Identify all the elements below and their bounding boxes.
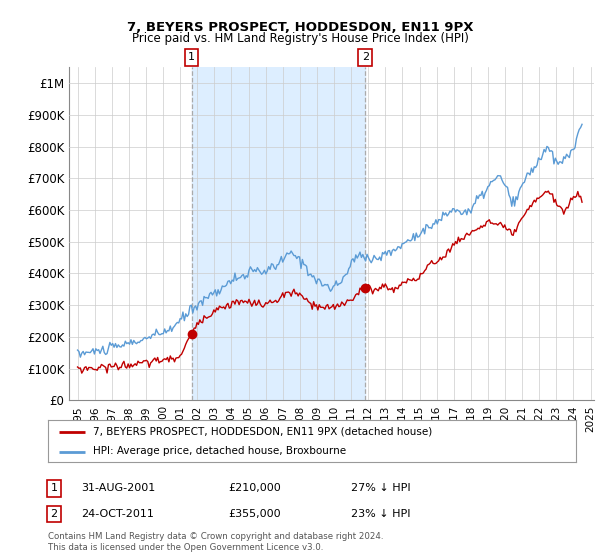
Text: 31-AUG-2001: 31-AUG-2001 bbox=[81, 483, 155, 493]
Text: 27% ↓ HPI: 27% ↓ HPI bbox=[351, 483, 410, 493]
Text: HPI: Average price, detached house, Broxbourne: HPI: Average price, detached house, Brox… bbox=[93, 446, 346, 456]
Text: 2: 2 bbox=[50, 509, 58, 519]
Text: 1: 1 bbox=[188, 52, 195, 62]
Text: 24-OCT-2011: 24-OCT-2011 bbox=[81, 509, 154, 519]
Text: Price paid vs. HM Land Registry's House Price Index (HPI): Price paid vs. HM Land Registry's House … bbox=[131, 32, 469, 45]
Bar bbox=[191, 67, 365, 400]
Text: 23% ↓ HPI: 23% ↓ HPI bbox=[351, 509, 410, 519]
Text: £210,000: £210,000 bbox=[228, 483, 281, 493]
Text: £355,000: £355,000 bbox=[228, 509, 281, 519]
Text: Contains HM Land Registry data © Crown copyright and database right 2024.
This d: Contains HM Land Registry data © Crown c… bbox=[48, 533, 383, 552]
Text: 2: 2 bbox=[362, 52, 369, 62]
Text: 7, BEYERS PROSPECT, HODDESDON, EN11 9PX (detached house): 7, BEYERS PROSPECT, HODDESDON, EN11 9PX … bbox=[93, 427, 432, 437]
Text: 7, BEYERS PROSPECT, HODDESDON, EN11 9PX: 7, BEYERS PROSPECT, HODDESDON, EN11 9PX bbox=[127, 21, 473, 34]
Text: 1: 1 bbox=[50, 483, 58, 493]
